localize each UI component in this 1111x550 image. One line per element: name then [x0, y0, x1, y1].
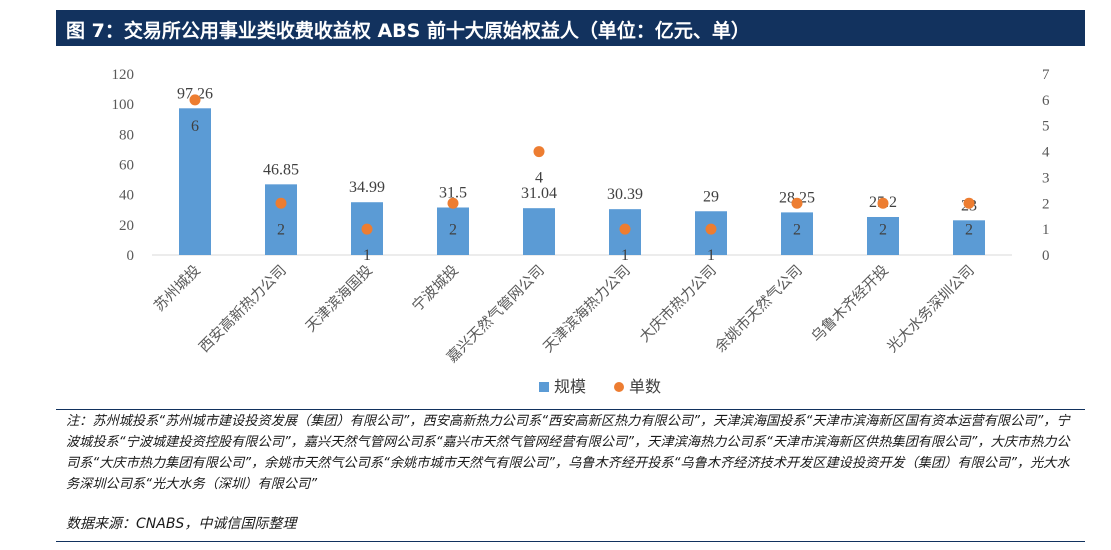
count-value-label: 2	[965, 221, 973, 238]
bar-value-label: 97.26	[177, 85, 213, 102]
right-axis-tick-label: 4	[1042, 145, 1050, 161]
right-axis-tick-label: 5	[1042, 119, 1050, 135]
right-axis-tick-label: 6	[1042, 93, 1050, 109]
left-axis-tick-label: 60	[119, 158, 134, 174]
count-point	[619, 223, 631, 235]
left-axis-tick-label: 120	[112, 67, 135, 83]
bar	[265, 184, 297, 255]
count-point	[705, 223, 717, 235]
right-axis-tick-label: 1	[1042, 222, 1050, 238]
count-point	[963, 197, 975, 209]
count-point	[791, 197, 803, 209]
bar-value-label: 34.99	[349, 179, 385, 196]
category-label: 苏州城投	[151, 262, 204, 315]
right-axis-tick-label: 3	[1042, 170, 1050, 186]
category-label: 大庆市热力公司	[636, 262, 720, 346]
count-value-label: 2	[793, 221, 801, 238]
legend-label-point: 单数	[629, 378, 661, 396]
figure-title-bar: 图 7：交易所公用事业类收费收益权 ABS 前十大原始权益人（单位：亿元、单）	[56, 10, 1085, 46]
left-axis-tick-label: 40	[119, 188, 134, 204]
bar	[781, 212, 813, 255]
divider-bottom	[56, 541, 1085, 542]
right-axis-tick-label: 0	[1042, 248, 1050, 264]
footnote: 注：苏州城投系“苏州城市建设投资发展（集团）有限公司”，西安高新热力公司系“西安…	[66, 414, 1070, 492]
count-value-label: 1	[707, 247, 715, 264]
left-axis-tick-label: 0	[127, 248, 135, 264]
category-label: 天津滨海热力公司	[540, 262, 634, 356]
count-point	[275, 197, 287, 209]
bar-value-label: 31.5	[439, 184, 467, 201]
count-value-label: 2	[277, 221, 285, 238]
bar	[179, 108, 211, 255]
category-label: 天津滨海国投	[302, 262, 376, 336]
right-axis-tick-label: 2	[1042, 196, 1050, 212]
data-source: 数据来源：CNABS，中诚信国际整理	[66, 516, 297, 532]
count-point	[533, 146, 545, 158]
count-point	[447, 197, 459, 209]
divider-top	[56, 409, 1085, 410]
bar-value-label: 29	[703, 188, 719, 205]
count-value-label: 2	[449, 221, 457, 238]
left-axis-tick-label: 100	[112, 97, 135, 113]
legend-label-bar: 规模	[554, 378, 586, 396]
left-axis-tick-label: 80	[119, 127, 134, 143]
category-label: 宁波城投	[409, 262, 462, 315]
right-axis-tick-label: 7	[1042, 67, 1050, 83]
category-label: 乌鲁木齐经开投	[808, 262, 892, 346]
left-axis-tick-label: 20	[119, 218, 134, 234]
figure-title: 图 7：交易所公用事业类收费收益权 ABS 前十大原始权益人（单位：亿元、单）	[66, 20, 750, 42]
count-point	[189, 94, 201, 106]
count-value-label: 1	[621, 247, 629, 264]
count-value-label: 1	[363, 247, 371, 264]
category-label: 光大水务深圳公司	[884, 262, 978, 356]
count-value-label: 6	[191, 118, 199, 135]
legend-swatch-point	[614, 382, 624, 392]
bar	[867, 216, 899, 255]
count-point	[877, 197, 889, 209]
count-value-label: 4	[535, 170, 543, 187]
category-label: 西安高新热力公司	[196, 262, 290, 356]
bar	[523, 208, 555, 255]
count-value-label: 2	[879, 221, 887, 238]
bar-value-label: 30.39	[607, 186, 643, 203]
bar	[953, 220, 985, 255]
bar	[437, 207, 469, 255]
bar-value-label: 46.85	[263, 161, 299, 178]
chart-area: 0 20 40 60 80 100 120 0 1 2 3 4 5 6 7 97.26 6 苏州城投 46.85 2 西…	[56, 50, 1085, 410]
legend-swatch-bar	[539, 382, 549, 392]
category-label: 余姚市天然气公司	[711, 261, 806, 356]
category-label: 嘉兴天然气管网公司	[444, 262, 548, 366]
bar-value-label: 31.04	[521, 185, 557, 202]
combo-chart: 0 20 40 60 80 100 120 0 1 2 3 4 5 6 7 97.26 6 苏州城投 46.85 2 西…	[112, 67, 1051, 396]
count-point	[361, 223, 373, 235]
